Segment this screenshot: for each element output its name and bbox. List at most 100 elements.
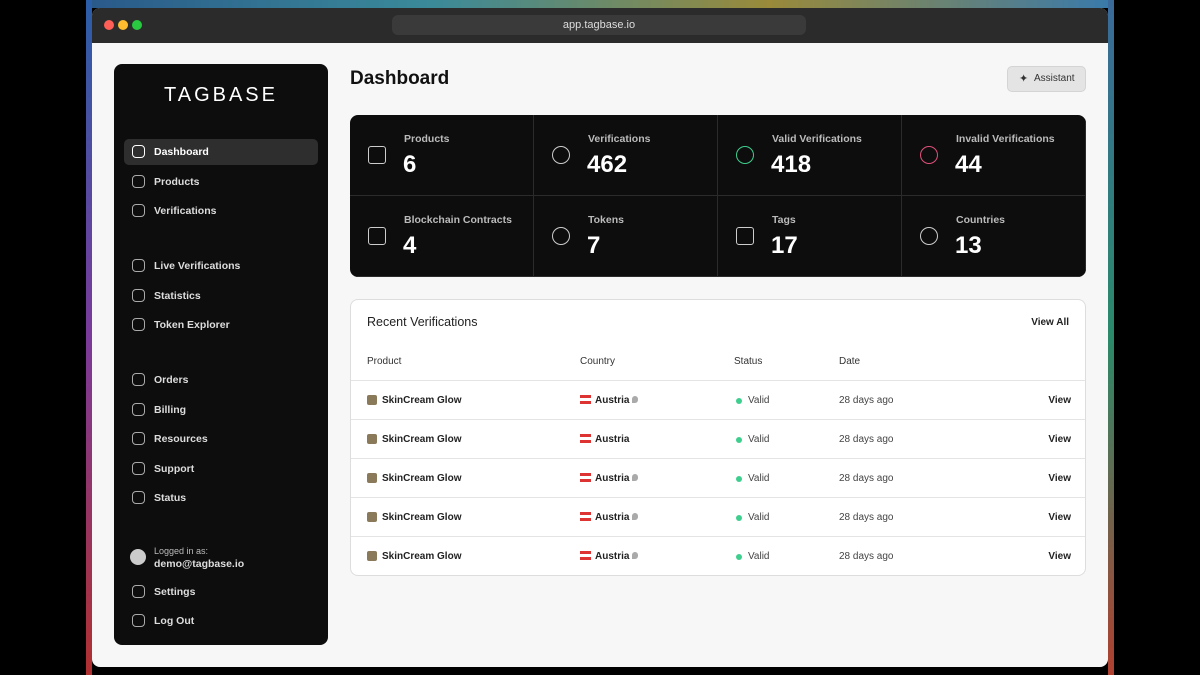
stat-value: 7 [587, 232, 601, 259]
nav-label: Live Verifications [154, 260, 241, 272]
nav-label: Dashboard [154, 146, 209, 158]
location-pin [632, 513, 638, 520]
sidebar: TAGBASE Logged in as: demo@tagbase.io Se… [114, 64, 328, 645]
nav-item[interactable]: Live Verifications [124, 253, 318, 279]
table-row: SkinCream Glow Austria Valid 28 days ago Vie… [351, 419, 1085, 458]
location-pin [632, 552, 638, 559]
avatar [130, 549, 146, 565]
status-dot [736, 398, 742, 404]
card-title: Recent Verifications [367, 315, 478, 329]
nav-icon [132, 204, 145, 217]
nav-icon [132, 402, 145, 416]
view-all[interactable]: View All [1031, 317, 1069, 328]
nav-item[interactable]: Orders [124, 367, 318, 393]
label: Settings [154, 586, 196, 598]
flag [580, 395, 591, 404]
nav-icon [132, 461, 145, 475]
stat-value: 6 [403, 151, 417, 178]
country: Austria [595, 512, 630, 523]
nav-item[interactable]: Products [124, 169, 318, 195]
table-row: SkinCream Glow Austria Valid 28 days ago Vie… [351, 536, 1085, 575]
status: Valid [748, 512, 770, 523]
column-header: Product [367, 356, 402, 367]
status-dot [736, 554, 742, 560]
flag [580, 551, 591, 560]
nav-item[interactable]: Dashboard [124, 139, 318, 165]
stat-cell: Tags 17 [718, 196, 902, 277]
nav-label: Orders [154, 374, 189, 386]
minimize[interactable] [118, 20, 128, 30]
column-header: Date [839, 356, 861, 367]
stat-cell: Invalid Verifications 44 [902, 115, 1086, 196]
table-row: SkinCream Glow Austria Valid 28 days ago Vie… [351, 380, 1085, 419]
nav-label: Billing [154, 403, 187, 416]
product-thumb [367, 473, 377, 483]
stat-cell: Blockchain Contracts 4 [350, 196, 534, 277]
stat-label: Invalid Verifications [956, 133, 1055, 145]
nav-icon [132, 145, 145, 158]
nav-item[interactable]: Verifications [124, 198, 318, 224]
product: SkinCream Glow [382, 551, 462, 562]
assistant-button[interactable]: ✦ Assistant [1007, 66, 1086, 92]
stat-cell: Tokens 7 [534, 196, 718, 277]
product: SkinCream Glow [382, 434, 462, 445]
product-thumb [367, 512, 377, 522]
stat-cell: Products 6 [350, 115, 534, 196]
date: 28 days ago [839, 395, 894, 406]
nav-label: Statistics [154, 289, 201, 302]
zoom[interactable] [132, 20, 142, 30]
nav-icon [132, 174, 145, 188]
view-link[interactable]: View [1048, 395, 1071, 406]
stats-grid: Products 6 Verifications 462 Valid Verificat… [350, 115, 1086, 277]
stat-value: 17 [771, 232, 798, 259]
logout-link[interactable]: Log Out [124, 608, 318, 634]
label: Log Out [154, 615, 195, 627]
flag [580, 473, 591, 482]
status-dot [736, 515, 742, 521]
view-link[interactable]: View [1048, 434, 1071, 445]
stat-icon [552, 146, 570, 164]
stat-icon [920, 227, 938, 245]
desktop [1108, 0, 1114, 675]
nav-item[interactable]: Status [124, 485, 318, 511]
status: Valid [748, 551, 770, 562]
settings-link[interactable]: Settings [124, 579, 318, 605]
view-link[interactable]: View [1048, 551, 1071, 562]
page-title: Dashboard [350, 68, 450, 89]
nav-item[interactable]: Support [124, 456, 318, 482]
stat-icon [736, 227, 754, 245]
nav-item[interactable]: Token Explorer [124, 312, 318, 338]
close[interactable] [104, 20, 114, 30]
nav-icon [132, 259, 145, 272]
stat-label: Countries [956, 214, 1006, 226]
nav-label: Products [154, 175, 200, 188]
status: Valid [748, 395, 770, 406]
desktop [92, 0, 1108, 8]
logo[interactable]: TAGBASE [164, 84, 278, 106]
status-dot [736, 476, 742, 482]
country: Austria [595, 473, 630, 484]
stat-value: 13 [955, 232, 982, 259]
stat-label: Tokens [588, 214, 624, 226]
toolbar: app.tagbase.io [92, 8, 1108, 43]
stat-label: Tags [772, 214, 796, 226]
nav-label: Support [154, 462, 195, 475]
stat-icon [368, 146, 386, 164]
address-bar[interactable]: app.tagbase.io [392, 15, 806, 35]
desktop [86, 0, 92, 675]
browser-window: app.tagbase.io TAGBASE Logged in as: dem… [92, 8, 1108, 667]
product-thumb [367, 434, 377, 444]
view-link[interactable]: View [1048, 473, 1071, 484]
stat-label: Products [404, 133, 450, 145]
user-email: demo@tagbase.io [154, 558, 245, 570]
product-thumb [367, 395, 377, 405]
view-link[interactable]: View [1048, 512, 1071, 523]
nav-label: Token Explorer [154, 319, 230, 331]
nav-item[interactable]: Resources [124, 426, 318, 452]
stat-icon [736, 146, 754, 164]
stat-cell: Verifications 462 [534, 115, 718, 196]
nav-item[interactable]: Billing [124, 397, 318, 423]
nav-item[interactable]: Statistics [124, 283, 318, 309]
location-pin [632, 474, 638, 481]
